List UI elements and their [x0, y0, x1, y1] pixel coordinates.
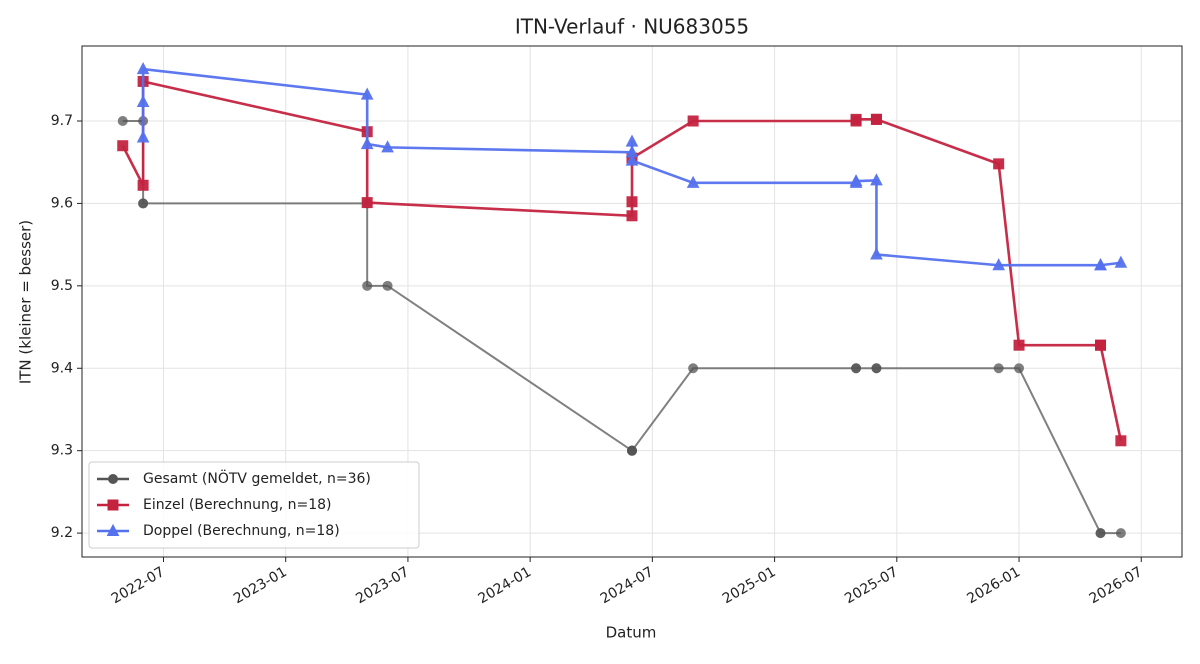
marker	[136, 130, 150, 143]
y-tick-label: 9.6	[51, 195, 73, 211]
marker	[1095, 339, 1107, 351]
marker	[686, 175, 700, 188]
marker	[362, 280, 373, 291]
y-axis-label: ITN (kleiner = besser)	[17, 220, 35, 384]
marker	[360, 87, 374, 100]
marker	[136, 94, 150, 108]
legend: Gesamt (NÖTV gemeldet, n=36) Einzel (Bere…	[88, 461, 420, 549]
marker	[992, 258, 1005, 271]
marker	[137, 179, 149, 191]
marker	[626, 196, 638, 208]
marker	[849, 174, 863, 187]
x-tick-label: 2024-01	[475, 564, 534, 607]
x-tick-label: 2022-07	[109, 564, 168, 607]
marker	[870, 173, 883, 186]
x-tick-label: 2025-07	[842, 564, 901, 607]
marker	[1014, 363, 1025, 374]
marker	[106, 523, 120, 536]
x-tick-label: 2023-07	[353, 564, 412, 607]
marker	[626, 210, 638, 222]
x-tick-label: 2025-01	[720, 564, 779, 607]
y-tick-label: 9.7	[51, 113, 73, 129]
y-tick-label: 9.4	[51, 360, 73, 376]
marker	[1115, 528, 1126, 539]
marker	[1115, 435, 1127, 447]
marker	[1095, 528, 1106, 539]
marker	[138, 198, 149, 209]
marker	[136, 61, 150, 75]
x-axis-label: Datum	[606, 624, 657, 642]
marker	[117, 116, 128, 127]
marker	[870, 113, 882, 125]
marker	[625, 153, 639, 166]
marker	[851, 363, 862, 374]
marker	[870, 247, 883, 260]
marker	[688, 363, 699, 374]
marker	[360, 137, 374, 150]
legend-label: Gesamt (NÖTV gemeldet, n=36)	[143, 469, 371, 487]
marker	[1114, 255, 1128, 268]
y-tick-label: 9.2	[51, 525, 73, 541]
marker	[625, 134, 639, 147]
series-line	[121, 79, 1123, 442]
marker	[850, 113, 862, 125]
marker	[871, 363, 882, 374]
marker	[627, 445, 637, 456]
marker	[687, 115, 699, 127]
x-tick-label: 2023-01	[231, 564, 290, 607]
y-tick-label: 9.5	[51, 278, 73, 294]
marker	[993, 363, 1004, 374]
marker	[382, 280, 393, 291]
marker	[117, 140, 129, 152]
marker	[381, 140, 394, 153]
marker	[361, 197, 373, 209]
chart-title: ITN-Verlauf · NU683055	[515, 15, 749, 39]
x-tick-label: 2026-01	[964, 564, 1023, 607]
marker	[108, 474, 118, 484]
marker	[107, 499, 119, 511]
legend-label: Einzel (Berechnung, n=18)	[143, 497, 332, 513]
x-tick-label: 2026-07	[1087, 564, 1146, 607]
plot-frame	[81, 45, 1183, 558]
x-tick-label: 2024-07	[598, 564, 657, 607]
y-tick-label: 9.3	[51, 443, 73, 459]
marker	[993, 158, 1005, 170]
marker	[1094, 258, 1107, 271]
marker	[1013, 339, 1025, 351]
legend-label: Doppel (Berechnung, n=18)	[143, 523, 340, 539]
legend-box	[88, 461, 420, 549]
